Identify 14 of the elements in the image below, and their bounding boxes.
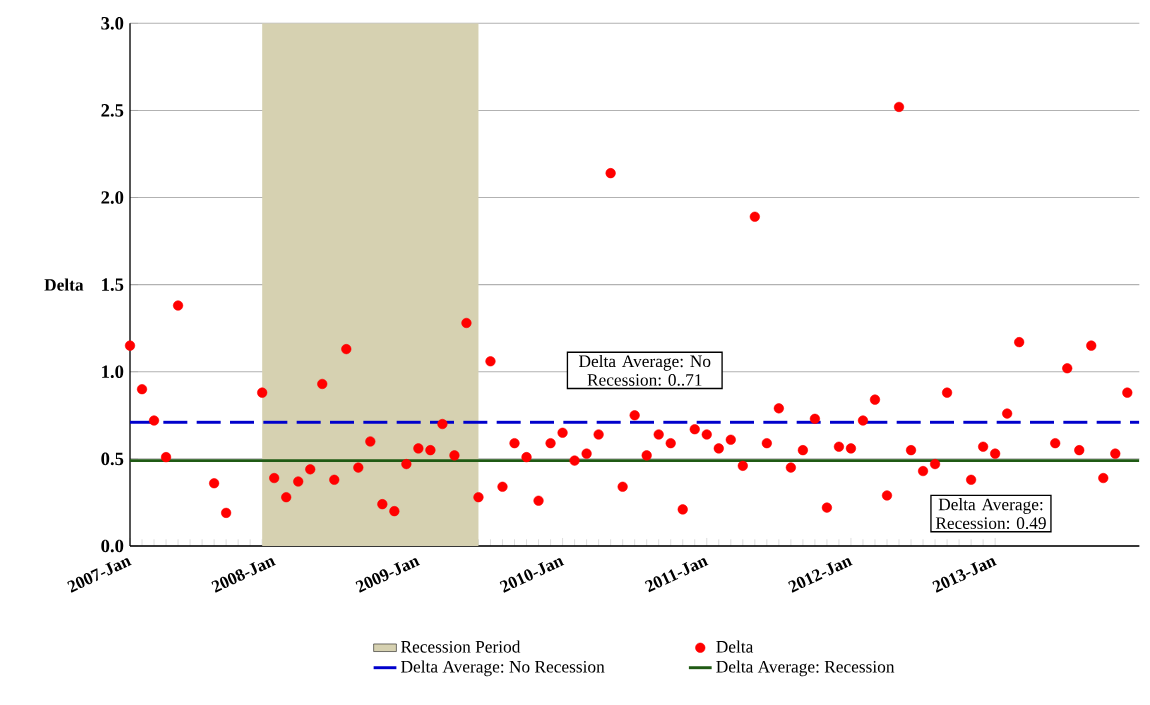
y-tick-label: 0.5 xyxy=(101,452,124,466)
y-tick-label: 2.0 xyxy=(101,191,124,204)
y-tick-label: 2.5 xyxy=(101,104,124,117)
annotation: Delta Average: No Recession: 0..71 xyxy=(579,354,711,386)
legend-label: Delta Average: Recession xyxy=(716,660,895,677)
legend-label: Delta xyxy=(716,640,754,653)
legend-label: Recession Period xyxy=(401,640,521,653)
y-tick-label: 0.0 xyxy=(101,539,124,553)
y-tick-label: 3.0 xyxy=(101,16,124,30)
annotation: Delta Average: Recession: 0.49 xyxy=(935,498,1046,530)
y-axis-title: Delta xyxy=(44,278,84,291)
y-tick-label: 1.0 xyxy=(102,365,124,379)
legend-label: Delta Average: No Recession xyxy=(401,660,605,677)
y-tick-label: 1.5 xyxy=(102,278,124,291)
